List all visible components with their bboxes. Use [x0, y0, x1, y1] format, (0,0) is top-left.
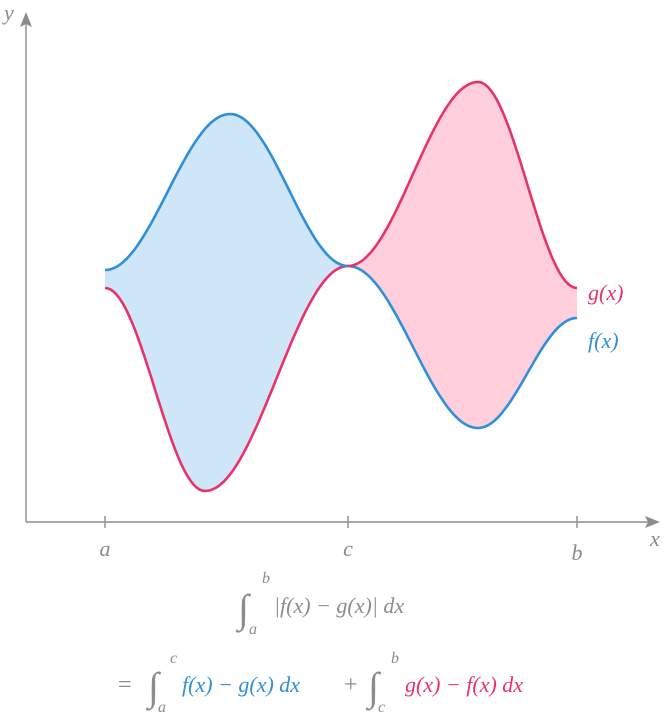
curve-g-left: [104, 264, 349, 493]
integral-lower-2b: c: [378, 699, 385, 716]
integral-lower-1: a: [249, 621, 257, 638]
integral-sign-2b: ∫: [365, 664, 382, 711]
plus-sign: +: [344, 672, 358, 698]
integrand-2b: g(x) − f(x) dx: [405, 672, 523, 697]
region-g-above-f: [348, 82, 577, 428]
integrand-1: |f(x) − g(x)| dx: [274, 593, 404, 618]
curve-f-right: [347, 264, 578, 430]
integral-upper-2a: c: [170, 650, 177, 667]
x-axis-label: x: [649, 526, 660, 551]
equals-sign: =: [118, 672, 132, 698]
curve-label-g: g(x): [588, 280, 623, 305]
tick-label-b: b: [572, 540, 583, 565]
integral-upper-1: b: [262, 570, 270, 587]
curve-f-left: [104, 112, 349, 272]
tick-label-a: a: [100, 536, 111, 561]
integral-sign-2a: ∫: [145, 664, 162, 711]
x-axis-arrow-icon: [645, 516, 660, 528]
axes: [20, 12, 660, 528]
curve-label-f: f(x): [588, 328, 619, 353]
integral-sign-1: ∫: [235, 586, 252, 633]
integral-lower-2a: a: [158, 699, 166, 716]
formula-line-1: ∫ b a |f(x) − g(x)| dx: [235, 570, 404, 638]
integral-upper-2b: b: [391, 650, 399, 667]
formula-line-2: = ∫ c a f(x) − g(x) dx + ∫ b c g(x) − f(…: [118, 650, 523, 716]
y-axis-label: y: [2, 0, 14, 25]
integrand-2a: f(x) − g(x) dx: [182, 672, 300, 697]
y-axis-arrow-icon: [20, 12, 32, 27]
tick-label-c: c: [343, 536, 353, 561]
region-f-above-g: [105, 114, 348, 491]
curve-g-right: [347, 80, 578, 290]
